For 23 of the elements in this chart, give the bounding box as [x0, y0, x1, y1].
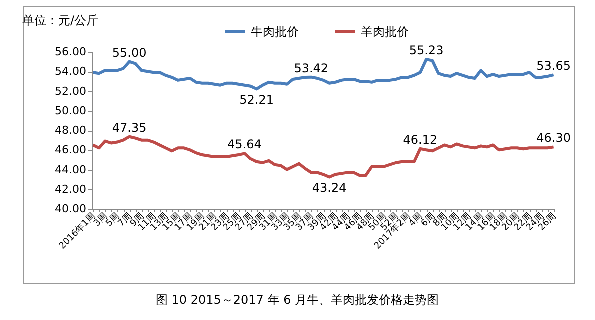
legend-label: 羊肉批价 — [361, 24, 409, 39]
data-label: 55.23 — [409, 44, 444, 58]
y-axis-title: 单位：元/公斤 — [22, 14, 99, 28]
y-tick-label: 52.00 — [55, 84, 86, 98]
data-label: 46.30 — [536, 131, 571, 146]
y-tick-label: 46.00 — [55, 144, 86, 157]
caption: 图 10 2015～2017 年 6 月牛、羊肉批发价格走势图 — [154, 292, 440, 309]
data-label: 53.42 — [294, 61, 329, 76]
data-label: 43.24 — [312, 181, 347, 196]
legend-label: 牛肉批价 — [251, 24, 299, 39]
data-label: 47.35 — [112, 120, 147, 135]
data-label: 53.65 — [536, 59, 571, 74]
y-tick-label: 42.00 — [55, 182, 86, 196]
data-label: 46.12 — [403, 132, 438, 147]
y-tick-label: 50.00 — [55, 104, 86, 118]
data-label: 45.64 — [228, 138, 262, 152]
y-tick-label: 40.00 — [55, 202, 86, 216]
data-label: 55.00 — [112, 46, 147, 60]
y-tick-label: 56.00 — [55, 46, 86, 58]
y-tick-label: 44.00 — [55, 163, 86, 176]
y-tick-label: 54.00 — [55, 65, 86, 78]
y-tick-label: 48.00 — [55, 124, 86, 137]
data-label: 52.21 — [240, 93, 274, 108]
